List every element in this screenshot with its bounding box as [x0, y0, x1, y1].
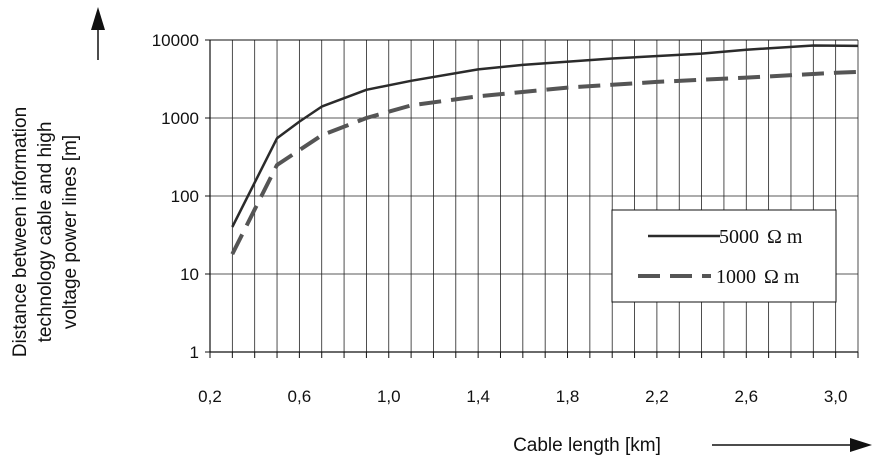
legend-box [611, 209, 837, 303]
x-tick-label: 0,2 [198, 387, 222, 406]
series-line-5000 [231, 44, 859, 228]
x-tick-label: 2,6 [734, 387, 758, 406]
y-tick-label: 1000 [161, 109, 199, 128]
y-axis-title-line-3: voltage power lines [m] [60, 135, 81, 329]
ticks-layer: 1 10 100 1000 10000 0,2 0,6 1,0 1,4 1,8 2,2 2,6 3,0 [152, 31, 859, 406]
legend-item-1000: 1000 Ω m [638, 266, 800, 288]
series-line-1000 [230, 69, 859, 255]
x-tick-label: 2,2 [645, 387, 669, 406]
grid [209, 39, 859, 353]
y-tick-label: 10 [180, 265, 199, 284]
x-axis-title: Cable length [km] [513, 435, 661, 456]
x-tick-label: 0,6 [288, 387, 312, 406]
y-axis-title-line-2: technology cable and high [35, 122, 56, 343]
legend: 5000 Ω m 1000 Ω m [611, 209, 837, 303]
y-axis-title: Distance between information technology … [10, 107, 81, 357]
y-tick-label: 10000 [152, 31, 199, 50]
y-axis-title-line-1: Distance between information [10, 107, 31, 357]
x-tick-label: 1,4 [466, 387, 490, 406]
legend-label-5000: 5000 Ω m [719, 226, 803, 248]
y-tick-label: 1 [190, 343, 199, 362]
legend-item-5000: 5000 Ω m [648, 226, 803, 248]
legend-label-1000: 1000 Ω m [716, 266, 800, 288]
x-tick-label: 3,0 [824, 387, 848, 406]
x-tick-label: 1,0 [377, 387, 401, 406]
series-layer [230, 44, 859, 255]
y-axis-arrow [91, 7, 105, 60]
x-axis-arrow [712, 438, 872, 452]
y-tick-label: 100 [171, 187, 199, 206]
x-tick-label: 1,8 [556, 387, 580, 406]
